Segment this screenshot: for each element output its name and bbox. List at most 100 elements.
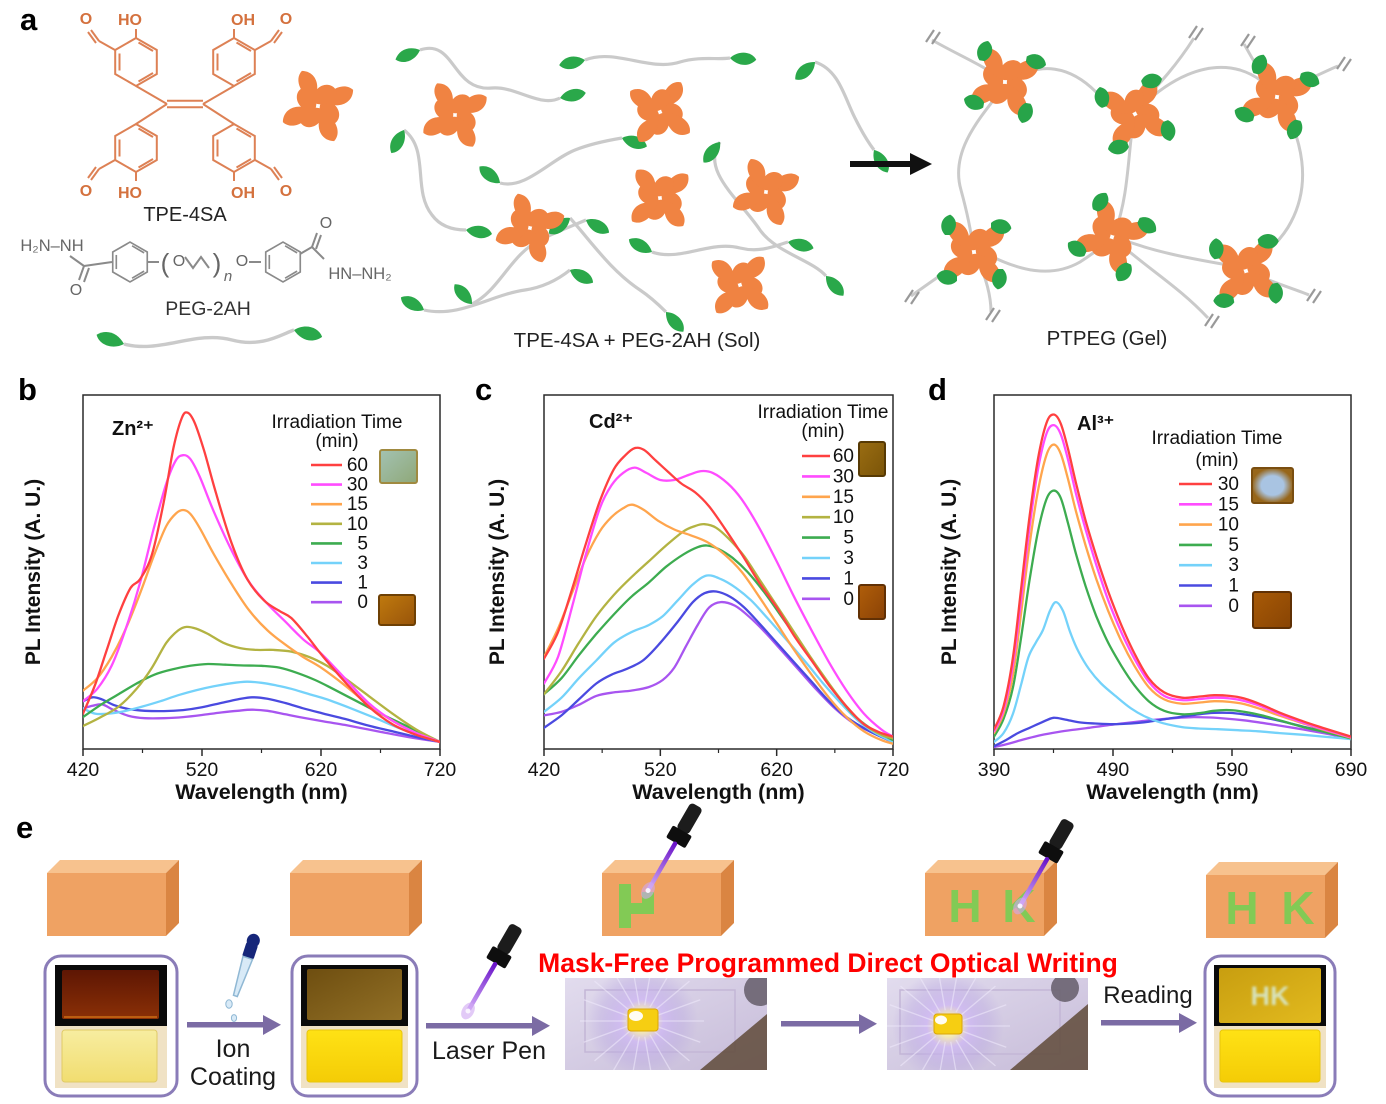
initial-gel-photo bbox=[1252, 591, 1292, 629]
tpe-4sa-structure: HO O OH O HO O OH O TPE-4SA bbox=[80, 11, 355, 226]
laser-ray bbox=[656, 1025, 701, 1043]
legend-unit: (min) bbox=[1195, 450, 1238, 471]
laser-ray bbox=[653, 1030, 690, 1062]
laser-ray bbox=[616, 978, 635, 1008]
series-group bbox=[544, 446, 893, 745]
ion-coating-label-line2: Coating bbox=[190, 1063, 276, 1091]
x-tick-label: 620 bbox=[305, 759, 338, 781]
laser-ray bbox=[900, 985, 937, 1017]
written-letter-h: H bbox=[948, 880, 981, 932]
atom-label: O bbox=[173, 253, 185, 270]
series-curve-1 bbox=[994, 711, 1351, 748]
legend-label-5: 5 bbox=[843, 528, 854, 549]
tpe-flower-icon bbox=[281, 69, 355, 143]
ion-label: Cd²⁺ bbox=[589, 411, 633, 433]
series-curve-15 bbox=[994, 423, 1351, 739]
sample-photo-frame-1 bbox=[43, 954, 179, 1098]
arrow-reading bbox=[1101, 1013, 1197, 1033]
panel-label-b: b bbox=[18, 372, 37, 407]
peg-2ah-structure: H₂N–NH O ( O ) n O O HN–NH₂ PEG-2AH bbox=[20, 215, 392, 349]
gel-slab-1 bbox=[47, 860, 179, 936]
laser-rays bbox=[580, 978, 704, 1070]
laser-ray bbox=[583, 1025, 628, 1043]
atom-label: O bbox=[236, 253, 248, 270]
pl-spectrum-chart-zn: 420 520 620 720 Wavelength (nm) PL Intensity … bbox=[22, 394, 457, 804]
legend-label-5: 5 bbox=[357, 533, 368, 554]
x-tick-label: 620 bbox=[760, 759, 793, 781]
series-curve-30 bbox=[83, 453, 440, 744]
laser-ray bbox=[900, 1035, 937, 1067]
legend-label-60: 60 bbox=[833, 446, 854, 467]
arrow-laser-pen bbox=[426, 1016, 550, 1036]
subscript-n: n bbox=[224, 268, 232, 285]
laser-ray bbox=[583, 999, 628, 1017]
atom-label: HO bbox=[118, 185, 142, 202]
legend-label-10: 10 bbox=[347, 514, 368, 535]
laser-ray bbox=[649, 978, 668, 1008]
legend-label-1: 1 bbox=[357, 573, 368, 594]
legend-title: Irradiation Time bbox=[1152, 428, 1283, 449]
panel-label-d: d bbox=[928, 372, 947, 407]
sol-label: TPE-4SA + PEG-2AH (Sol) bbox=[514, 329, 761, 352]
laser-ray bbox=[612, 1034, 635, 1070]
pl-spectrum-chart-cd: 420 520 620 720 Wavelength (nm) PL Intensity … bbox=[486, 394, 910, 804]
laser-ray bbox=[950, 1041, 957, 1070]
laser-ray bbox=[632, 1036, 640, 1070]
laser-ray bbox=[959, 1035, 996, 1067]
written-letter-k: K bbox=[1281, 882, 1314, 934]
read-letters: HK bbox=[1251, 981, 1290, 1011]
x-tick-label: 590 bbox=[1216, 759, 1249, 781]
laser-ray bbox=[594, 1030, 631, 1062]
parenthesis: ( bbox=[161, 248, 170, 278]
laser-ray bbox=[594, 980, 631, 1012]
x-tick-label: 520 bbox=[644, 759, 677, 781]
legend-label-10: 10 bbox=[1218, 515, 1239, 536]
series-curve-3 bbox=[83, 680, 440, 744]
gel-slab-2 bbox=[290, 860, 422, 936]
x-axis-title: Wavelength (nm) bbox=[175, 780, 347, 804]
legend-label-30: 30 bbox=[1218, 474, 1239, 495]
series-curve-10 bbox=[994, 443, 1351, 739]
partial-letter-h bbox=[619, 884, 654, 928]
legend-label-15: 15 bbox=[1218, 494, 1239, 515]
plot-frame bbox=[993, 394, 1352, 750]
laser-ray bbox=[959, 985, 996, 1017]
series-curve-3 bbox=[994, 600, 1351, 744]
panel-e-writing-scheme: H K H K bbox=[43, 804, 1338, 1098]
series-group bbox=[83, 411, 440, 744]
laser-ray bbox=[955, 978, 977, 1013]
legend-label-3: 3 bbox=[1228, 555, 1239, 576]
ion-coating-label-line1: Ion bbox=[216, 1035, 251, 1063]
panel-label-c: c bbox=[475, 372, 493, 407]
x-tick-label: 720 bbox=[424, 759, 457, 781]
atom-label: O bbox=[80, 183, 92, 200]
legend-label-1: 1 bbox=[1228, 576, 1239, 597]
irradiated-gel-photo bbox=[858, 441, 886, 477]
ion-label: Al³⁺ bbox=[1077, 413, 1114, 435]
atom-label: O bbox=[80, 11, 92, 28]
series-curve-60 bbox=[83, 411, 440, 744]
peg-2ah-label: PEG-2AH bbox=[165, 298, 251, 320]
tpe-flower-icons bbox=[422, 77, 801, 318]
series-curve-30 bbox=[544, 466, 893, 738]
written-letter-h: H bbox=[1225, 882, 1258, 934]
initial-gel-photo bbox=[378, 594, 416, 626]
pl-spectrum-chart-al: 390 490 590 690 Wavelength (nm) PL Intensity … bbox=[938, 394, 1367, 804]
laser-ray bbox=[962, 1030, 1007, 1048]
series-curve-1 bbox=[544, 590, 893, 744]
x-tick-label: 720 bbox=[877, 759, 910, 781]
dropper-icon bbox=[225, 933, 260, 1022]
reaction-arrow bbox=[850, 153, 932, 175]
legend-label-3: 3 bbox=[843, 548, 854, 569]
sample-photo-frame-3: HK bbox=[1203, 954, 1337, 1098]
series-curve-3 bbox=[544, 574, 893, 744]
laser-rays bbox=[887, 978, 1010, 1070]
laser-ray bbox=[649, 1034, 672, 1070]
laser-ray bbox=[889, 1030, 934, 1048]
laser-ray bbox=[656, 999, 701, 1017]
laser-ray bbox=[955, 1039, 975, 1070]
x-axis-title: Wavelength (nm) bbox=[632, 780, 804, 804]
legend-unit: (min) bbox=[801, 421, 844, 442]
panel-a-schematic: HO O OH O HO O OH O TPE-4SA bbox=[20, 11, 1353, 352]
